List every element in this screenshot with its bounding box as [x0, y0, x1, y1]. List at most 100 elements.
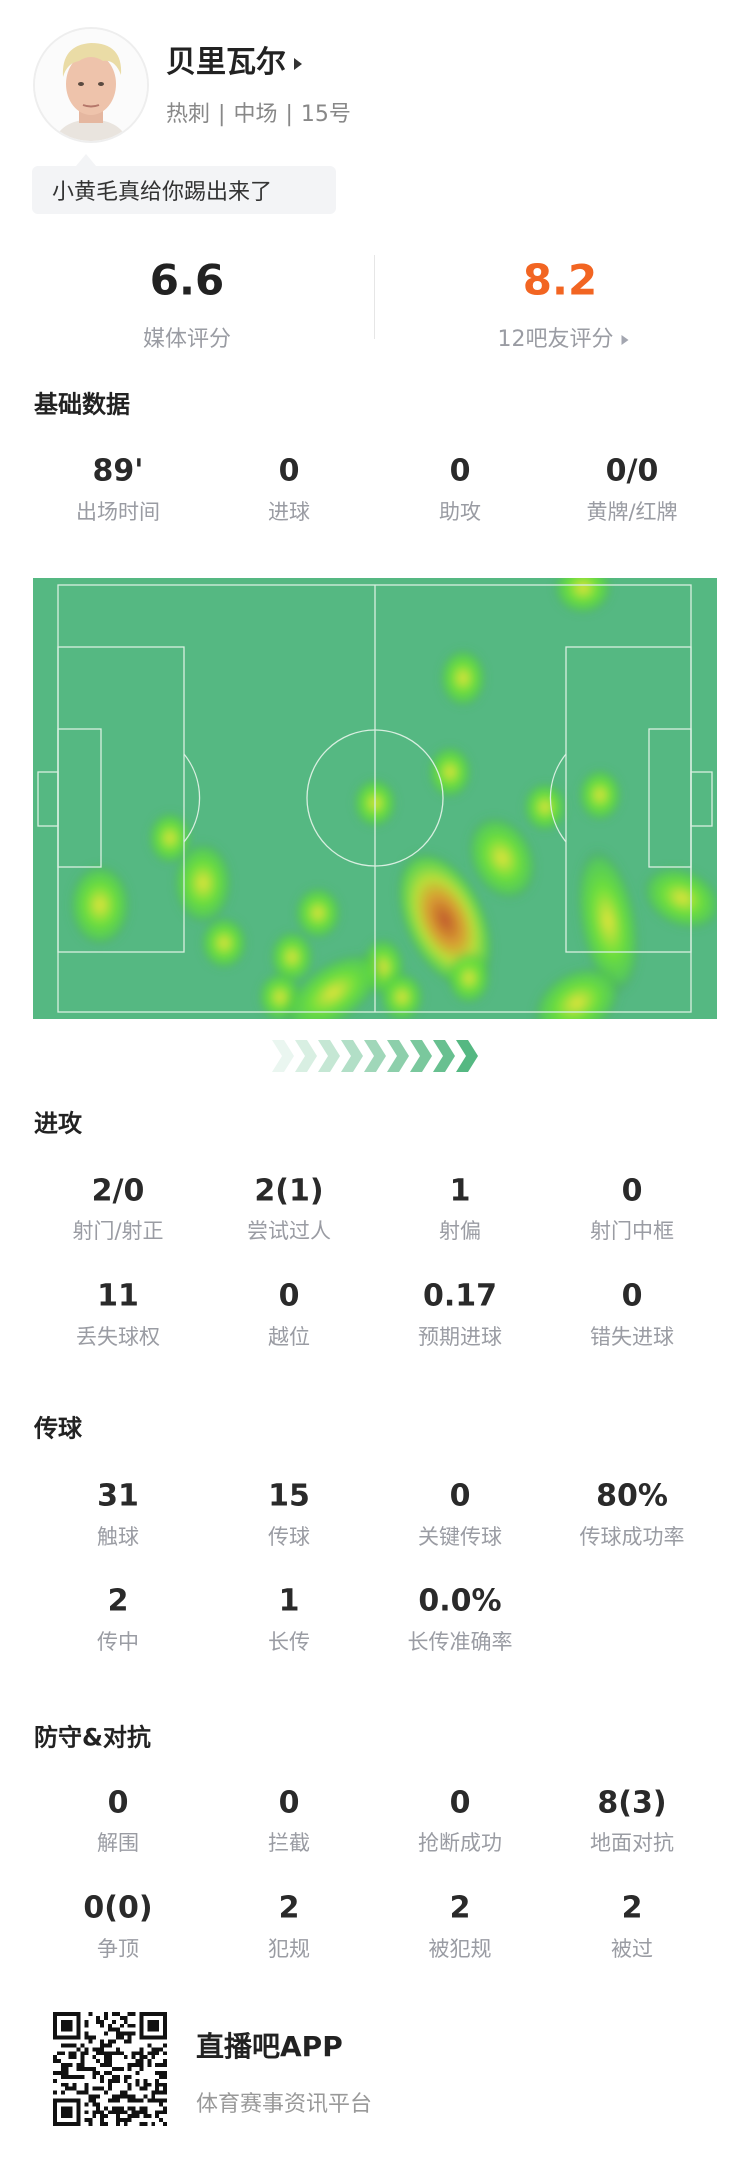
section-title-passing: 传球 [34, 1414, 82, 1443]
stat-label: 越位 [268, 1325, 310, 1349]
stat-label: 被过 [611, 1937, 653, 1961]
player-name: 贝里瓦尔 [166, 45, 286, 80]
stat-value: 0 [621, 1278, 643, 1314]
stat-value: 0 [278, 1278, 300, 1314]
position: 中场 [233, 102, 278, 127]
stat-value: 2 [107, 1583, 129, 1619]
stat-value: 2(1) [254, 1173, 324, 1209]
chevron-icon [387, 1040, 409, 1072]
heat-spot [147, 811, 193, 865]
stat-label: 错失进球 [590, 1325, 674, 1349]
bubble-pointer [76, 154, 96, 166]
stat-label: 传球成功率 [579, 1525, 685, 1549]
chevron-icon [456, 1040, 478, 1072]
comment-text: 小黄毛真给你踢出来了 [52, 180, 273, 205]
stat-label: 抢断成功 [418, 1831, 502, 1855]
stat-value: 31 [97, 1478, 139, 1514]
stat-label: 地面对抗 [590, 1831, 674, 1855]
attack-direction-arrows [272, 1040, 478, 1072]
stat-value: 80% [596, 1478, 668, 1514]
stat-value: 0 [449, 1478, 471, 1514]
heat-spot [641, 865, 717, 931]
player-avatar[interactable] [33, 27, 149, 143]
stat-value: 15 [268, 1478, 310, 1514]
stat-label: 解围 [97, 1831, 139, 1855]
stat-value: 89' [92, 453, 144, 489]
stat-value: 0 [278, 453, 300, 489]
stat-label: 拦截 [268, 1831, 310, 1855]
heat-spot [269, 930, 315, 984]
heat-spot [173, 841, 233, 925]
rating-divider [374, 255, 375, 339]
stat-value: 0 [449, 453, 471, 489]
heat-spot [427, 745, 473, 799]
play-arrow-icon [621, 335, 629, 345]
stat-label: 进球 [268, 500, 310, 524]
stat-value: 2 [449, 1890, 471, 1926]
stat-label: 触球 [97, 1525, 139, 1549]
stat-label: 射偏 [439, 1219, 481, 1243]
stat-label: 预期进球 [418, 1325, 502, 1349]
heatmap-pitch [33, 578, 717, 1019]
stat-label: 争顶 [97, 1937, 139, 1961]
stat-label: 被犯规 [428, 1937, 492, 1961]
stat-label: 传球 [268, 1525, 310, 1549]
heat-spot [379, 971, 425, 1019]
stat-value: 0(0) [83, 1890, 153, 1926]
stat-label: 长传准确率 [407, 1630, 513, 1654]
media-rating-label: 媒体评分 [142, 327, 232, 352]
chevron-icon [272, 1040, 294, 1072]
heat-spot [294, 886, 342, 940]
separator: | [285, 102, 293, 127]
stat-label: 射门中框 [590, 1219, 674, 1243]
stat-label: 关键传球 [418, 1525, 502, 1549]
play-arrow-icon [294, 57, 302, 70]
fan-rating-label: 12吧友评分 [497, 327, 614, 352]
stat-value: 1 [278, 1583, 300, 1619]
stat-label: 长传 [268, 1630, 310, 1654]
stat-value: 0.17 [422, 1278, 498, 1314]
team-name: 热刺 [166, 102, 211, 127]
heat-spot [439, 648, 487, 708]
heat-spot [522, 781, 568, 833]
stat-value: 0 [107, 1785, 129, 1821]
section-title-attack: 进攻 [34, 1109, 82, 1138]
heat-spot [577, 768, 623, 822]
pitch-lines [37, 584, 713, 1013]
chevron-icon [410, 1040, 432, 1072]
player-info: 热刺 | 中场 | 15号 [166, 96, 351, 128]
heat-spot [200, 916, 248, 970]
stat-label: 射门/射正 [72, 1219, 164, 1243]
stat-label: 丢失球权 [76, 1325, 160, 1349]
stat-value: 2 [621, 1890, 643, 1926]
fan-rating-link[interactable]: 12吧友评分 [498, 321, 629, 353]
stat-value: 1 [449, 1173, 471, 1209]
stat-label: 出场时间 [76, 500, 160, 524]
heat-spot [532, 965, 622, 1019]
media-rating: 6.6 [149, 255, 225, 305]
app-name: 直播吧APP [196, 2030, 343, 2063]
stat-label: 传中 [97, 1630, 139, 1654]
stat-value: 2 [278, 1890, 300, 1926]
separator: | [218, 102, 226, 127]
stat-value: 11 [97, 1278, 139, 1314]
stat-value: 0/0 [605, 453, 659, 489]
stat-value: 2/0 [91, 1173, 145, 1209]
heat-spot [446, 951, 492, 1005]
player-photo [35, 29, 147, 141]
app-tagline: 体育赛事资讯平台 [196, 2092, 373, 2117]
comment-bubble: 小黄毛真给你踢出来了 [32, 166, 336, 214]
section-title-basic: 基础数据 [34, 390, 130, 419]
stat-value: 0 [449, 1785, 471, 1821]
chevron-icon [341, 1040, 363, 1072]
heat-spot [553, 578, 613, 615]
player-name-link[interactable]: 贝里瓦尔 [166, 37, 302, 81]
stat-value: 8(3) [597, 1785, 667, 1821]
heat-spot [68, 863, 132, 947]
chevron-icon [364, 1040, 386, 1072]
stat-value: 0.0% [418, 1583, 502, 1619]
stat-label: 黄牌/红牌 [586, 500, 678, 524]
stat-label: 尝试过人 [247, 1219, 331, 1243]
stat-value: 0 [278, 1785, 300, 1821]
stat-label: 助攻 [439, 500, 481, 524]
